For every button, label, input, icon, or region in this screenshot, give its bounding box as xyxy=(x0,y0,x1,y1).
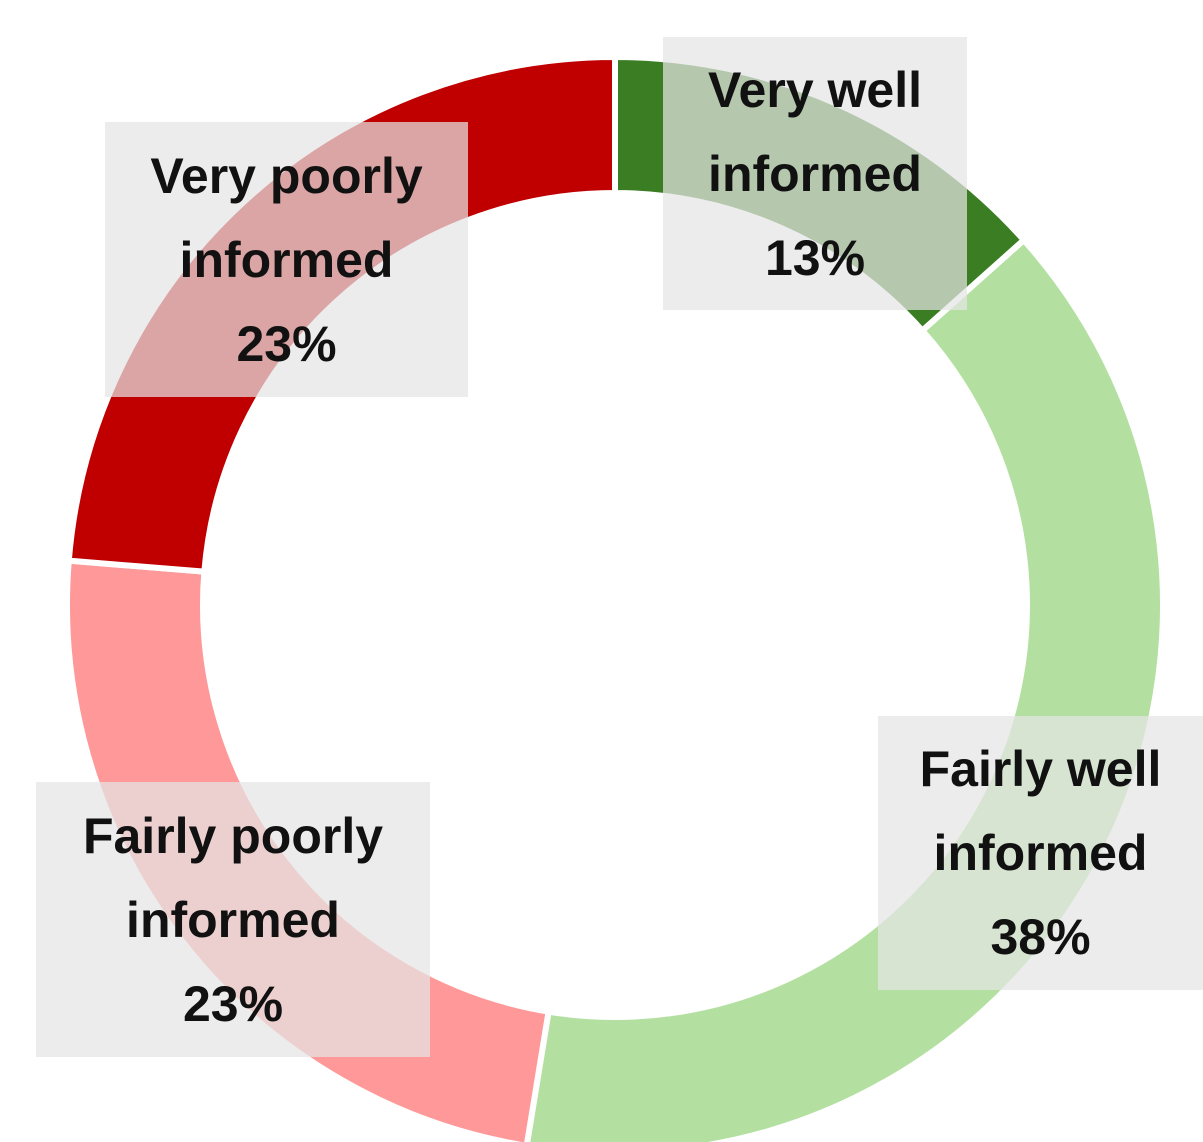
value-label: 38% xyxy=(990,909,1091,965)
data-label: Very poorly informed 23% xyxy=(105,122,468,397)
donut-segment xyxy=(524,235,1166,1142)
value-label: 13% xyxy=(764,229,866,286)
value-label: 23% xyxy=(182,975,284,1032)
category-label: Very well informed xyxy=(707,61,923,202)
category-label: Fairly poorly informed xyxy=(82,807,384,948)
value-label: 23% xyxy=(236,315,337,372)
data-label: Fairly well informed 38% xyxy=(878,716,1203,990)
data-label: Very well informed 13% xyxy=(663,37,967,310)
data-label: Fairly poorly informed 23% xyxy=(36,782,430,1057)
category-label: Fairly well informed xyxy=(919,741,1162,881)
category-label: Very poorly informed xyxy=(150,147,423,288)
